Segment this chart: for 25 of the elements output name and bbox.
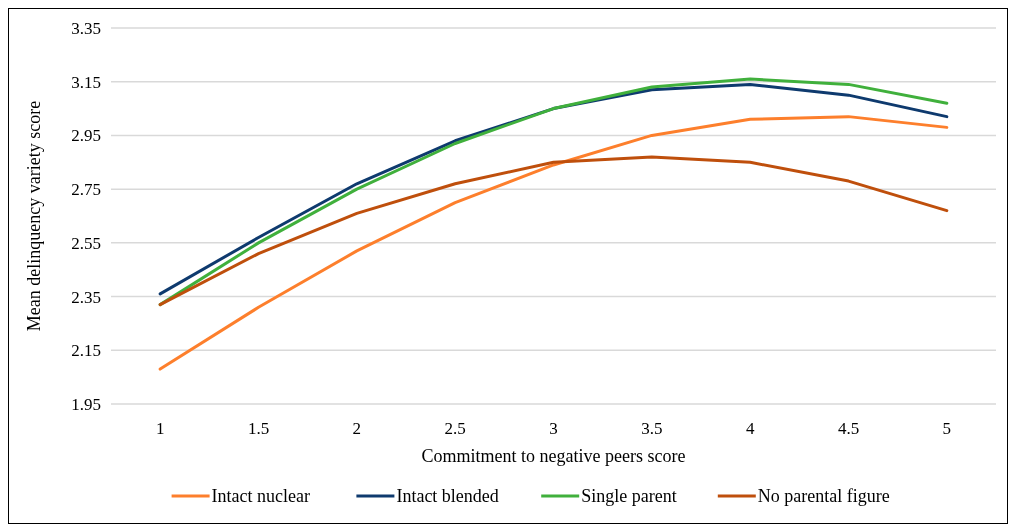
y-tick-label: 3.15 <box>71 72 101 92</box>
x-tick-label: 2 <box>352 419 362 438</box>
y-tick-label: 3.35 <box>71 18 101 38</box>
legend-label: Single parent <box>581 486 677 507</box>
y-tick-label: 2.15 <box>71 341 101 361</box>
x-tick-label: 2.5 <box>444 419 466 438</box>
line-series <box>158 155 949 307</box>
line-series <box>158 115 949 371</box>
x-tick-label: 5 <box>942 419 952 438</box>
x-tick-label: 4.5 <box>837 419 860 438</box>
y-tick-label: 2.55 <box>71 233 101 253</box>
x-tick-label: 4 <box>745 419 755 438</box>
y-axis-title: Mean delinquency variety score <box>24 100 44 332</box>
y-tick-label: 2.75 <box>71 180 101 200</box>
y-tick-label: 2.95 <box>71 126 101 146</box>
legend-label: Intact nuclear <box>211 486 311 507</box>
legend-label: Intact blended <box>396 486 499 507</box>
y-tick-label: 2.35 <box>71 287 101 307</box>
legend-label: No parental figure <box>757 486 890 507</box>
x-tick-label: 1.5 <box>247 419 270 438</box>
x-axis-title: Commitment to negative peers score <box>421 446 686 466</box>
y-tick-label: 1.95 <box>71 394 101 414</box>
x-tick-label: 3 <box>549 419 558 438</box>
x-tick-label: 1 <box>155 419 165 438</box>
x-tick-label: 3.5 <box>641 419 663 438</box>
